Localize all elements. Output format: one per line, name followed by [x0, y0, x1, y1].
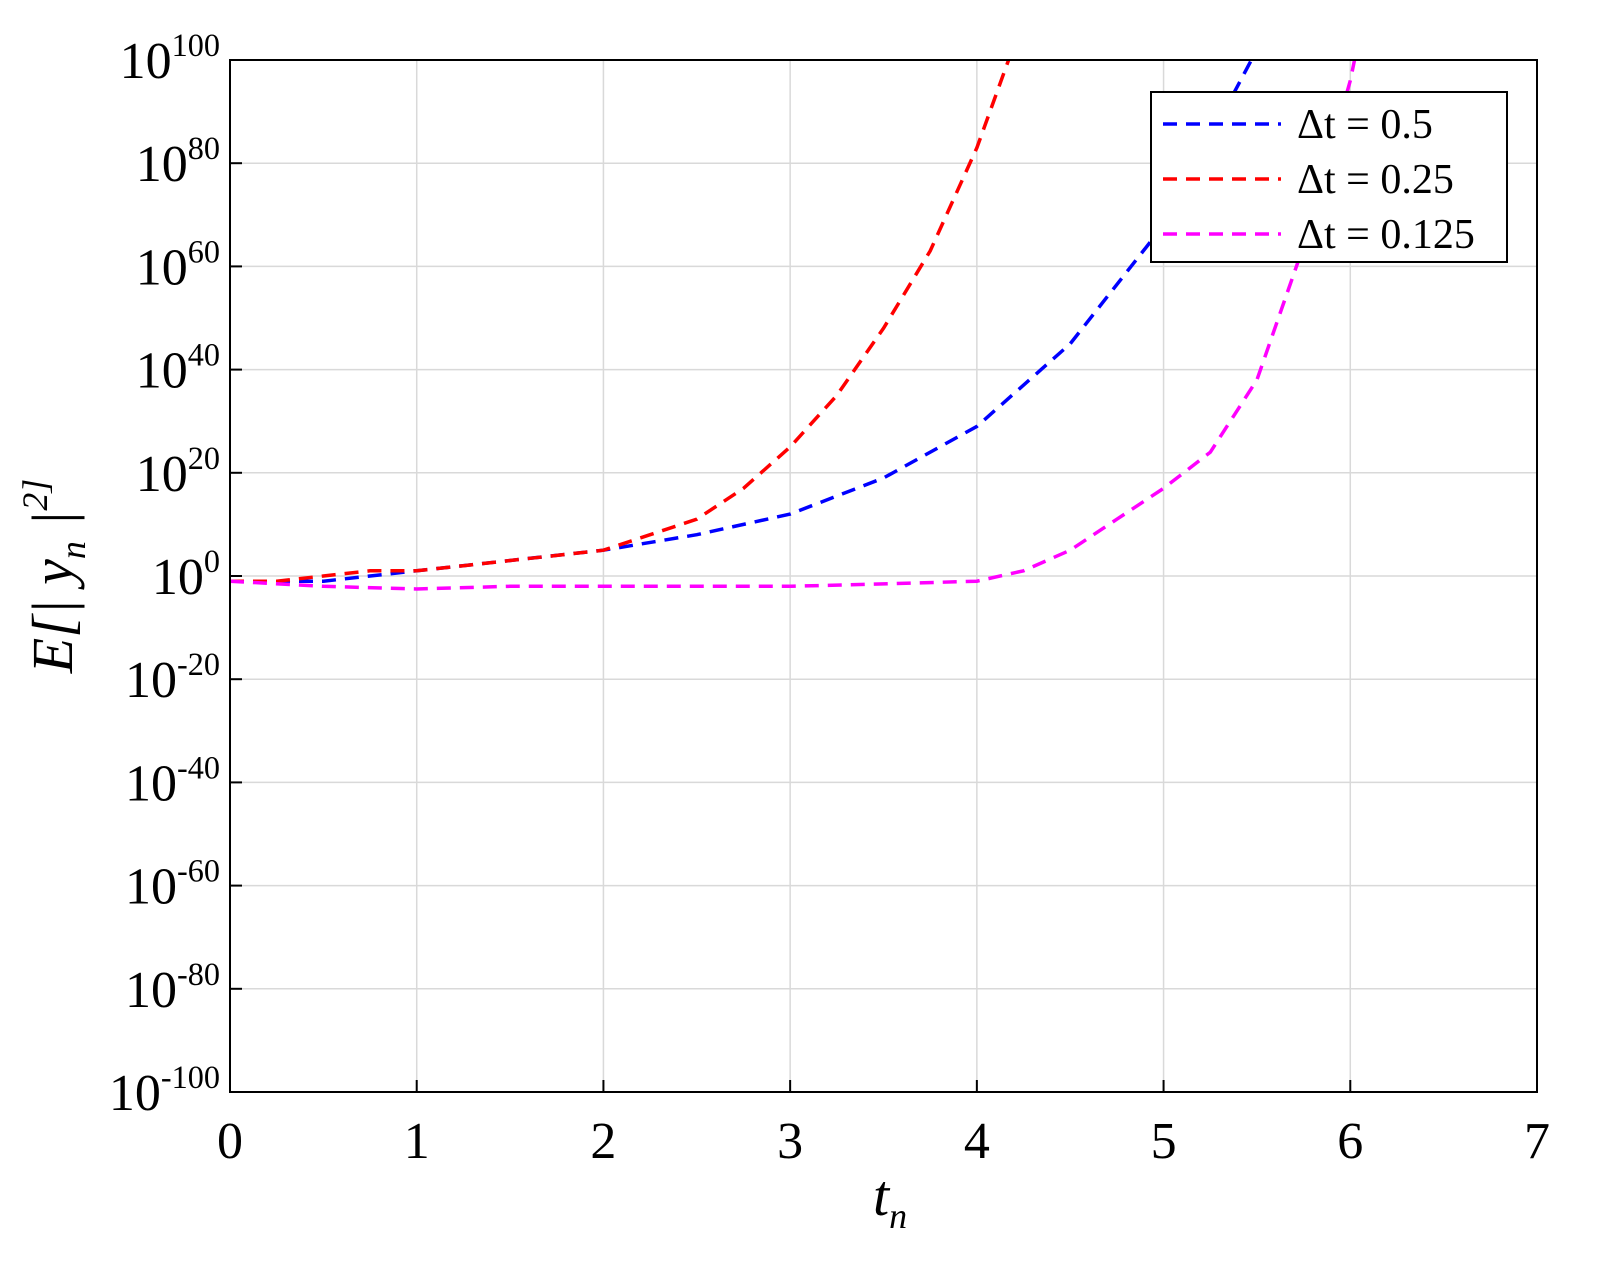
- y-tick-label: 1060: [136, 233, 220, 296]
- y-tick-label: 1020: [136, 439, 220, 502]
- x-tick-label: 3: [777, 1113, 803, 1170]
- y-tick-label: 10-60: [125, 852, 220, 915]
- y-tick-label: 1040: [136, 336, 220, 399]
- y-tick-label: 1080: [136, 130, 220, 193]
- y-tick-label: 10-20: [125, 646, 220, 709]
- x-tick-label: 5: [1151, 1113, 1177, 1170]
- legend-label: Δt = 0.125: [1297, 212, 1475, 258]
- x-tick-label: 7: [1524, 1113, 1550, 1170]
- x-tick-label: 6: [1337, 1113, 1363, 1170]
- y-tick-label: 10-80: [125, 955, 220, 1018]
- y-axis-label: E[| yn |2]: [15, 479, 93, 675]
- y-tick-label: 10100: [120, 27, 220, 90]
- series-line: [230, 60, 1254, 583]
- x-axis-label: tn: [873, 1163, 907, 1236]
- y-tick-label: 10-100: [109, 1059, 220, 1122]
- x-tick-label: 1: [404, 1113, 430, 1170]
- series-line: [230, 60, 1357, 591]
- series-line: [230, 60, 1011, 583]
- legend-label: Δt = 0.25: [1297, 157, 1454, 203]
- y-tick-label: 100: [152, 543, 220, 606]
- x-tick-label: 2: [590, 1113, 616, 1170]
- plot-frame: [229, 59, 1538, 1093]
- y-tick-label: 10-40: [125, 749, 220, 812]
- legend-label: Δt = 0.5: [1297, 102, 1433, 148]
- x-tick-label: 0: [217, 1113, 243, 1170]
- x-tick-label: 4: [964, 1113, 990, 1170]
